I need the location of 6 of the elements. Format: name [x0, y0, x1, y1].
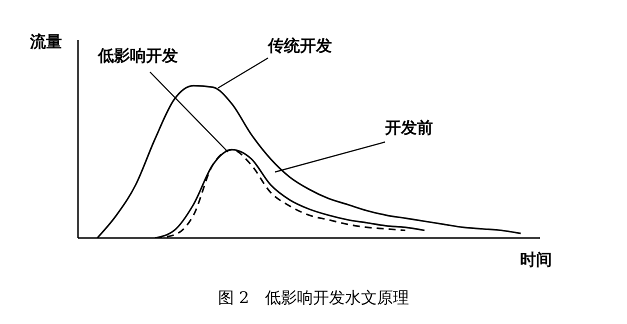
text: 低影响开发	[98, 46, 178, 67]
y-axis-title: 流量	[30, 32, 62, 53]
x-axis-title: 时间	[520, 250, 552, 271]
text: 传统开发	[268, 36, 332, 57]
text: 开发前	[385, 118, 433, 139]
caption: 图 2 低影响开发水文原理	[216, 288, 410, 309]
